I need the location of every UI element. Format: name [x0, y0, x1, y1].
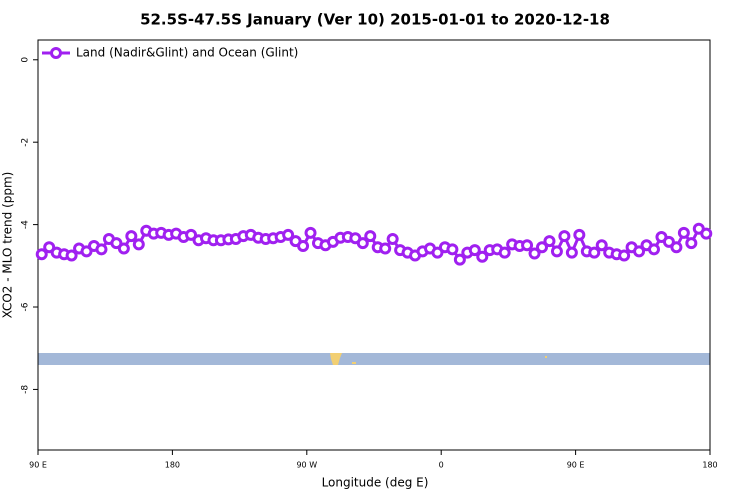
data-point [35, 248, 48, 261]
data-point [297, 240, 310, 253]
data-point [453, 253, 466, 266]
data-point [117, 242, 130, 255]
data-point [125, 230, 138, 243]
data-point [65, 249, 78, 262]
data-point [648, 243, 660, 256]
data-point [110, 237, 123, 250]
data-point [618, 249, 631, 262]
data-point [431, 246, 444, 259]
data-point [386, 233, 399, 246]
data-point [521, 239, 534, 252]
data-point [304, 226, 317, 239]
data-point [543, 235, 556, 248]
x-tick-label: 90 E [29, 461, 47, 470]
data-point [633, 245, 646, 258]
y-tick-label: -6 [21, 302, 31, 311]
data-point [498, 246, 511, 259]
data-point [43, 241, 56, 254]
y-tick-label: 0 [20, 57, 30, 63]
legend-label: Land (Nadir&Glint) and Ocean (Glint) [76, 46, 298, 60]
data-point [565, 246, 578, 259]
legend: Land (Nadir&Glint) and Ocean (Glint) [42, 46, 298, 60]
land-patch [352, 362, 356, 364]
land-patch [330, 353, 342, 365]
data-point [558, 230, 571, 243]
y-tick-label: -2 [21, 138, 31, 147]
plot-frame [37, 39, 711, 451]
data-point [364, 230, 377, 243]
chart-title: 52.5S-47.5S January (Ver 10) 2015-01-01 … [140, 11, 610, 29]
data-point [662, 235, 675, 248]
ocean-band [38, 353, 710, 365]
data-point [685, 237, 698, 250]
data-point [132, 238, 145, 251]
data-point [536, 241, 548, 254]
data-point [528, 247, 541, 260]
land-patch [545, 356, 547, 358]
data-point [282, 228, 295, 241]
data-point [677, 226, 690, 239]
x-tick-label: 0 [439, 461, 444, 470]
legend-marker [50, 47, 62, 59]
x-tick-label: 180 [165, 461, 180, 470]
y-tick-label: -8 [21, 385, 31, 394]
data-point [476, 250, 489, 263]
x-tick-label: 90 W [296, 461, 317, 470]
data-point [573, 228, 586, 241]
data-point [185, 228, 198, 241]
data-point [446, 243, 459, 256]
y-tick-label: -4 [21, 220, 31, 229]
data-point [670, 241, 683, 254]
data-point [95, 243, 108, 256]
data-point [595, 239, 608, 252]
map-strip [38, 353, 710, 365]
y-axis-label: XCO2 - MLO trend (ppm) [1, 172, 15, 319]
data-point [468, 244, 481, 257]
data-point [80, 245, 93, 258]
x-tick-label: 180 [702, 461, 717, 470]
data-point [379, 242, 392, 255]
data-point [700, 227, 713, 240]
x-tick-label: 90 E [567, 461, 585, 470]
data-point [550, 245, 563, 258]
data-point [588, 246, 601, 259]
x-axis-label: Longitude (deg E) [322, 476, 429, 490]
data-point [356, 237, 369, 250]
